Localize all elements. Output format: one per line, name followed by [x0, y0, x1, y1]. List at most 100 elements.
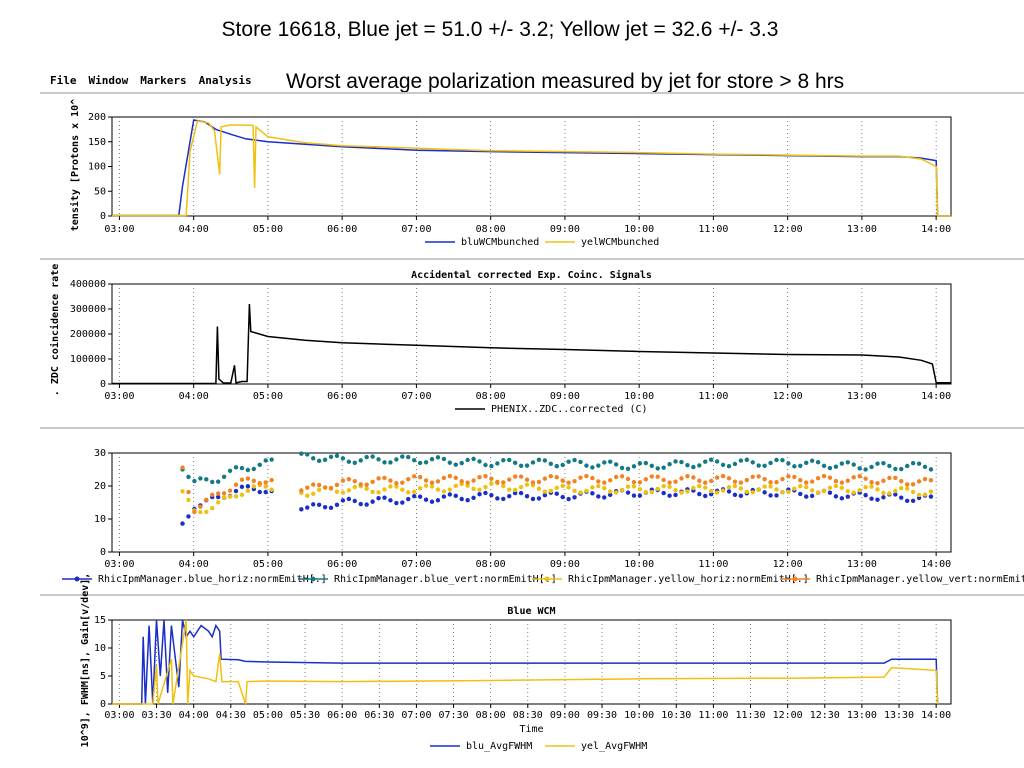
y-tick-label: 15 — [94, 615, 106, 626]
scatter-point — [299, 451, 304, 456]
y-tick-label: 20 — [94, 481, 106, 492]
plot-frame — [111, 283, 952, 385]
scatter-point — [198, 509, 203, 515]
divider — [40, 258, 1024, 260]
scatter-point — [453, 462, 458, 467]
scatter-point — [863, 492, 868, 498]
scatter-point — [851, 475, 856, 480]
scatter-point — [305, 452, 310, 457]
scatter-point — [608, 478, 613, 483]
scatter-point — [257, 480, 262, 486]
scatter-point — [863, 467, 868, 472]
scatter-point — [316, 487, 322, 493]
scatter-point — [560, 462, 565, 468]
menu-analysis[interactable]: Analysis — [198, 74, 252, 87]
y-tick-label: 100 — [88, 162, 106, 173]
scatter-point — [305, 485, 310, 490]
scatter-point — [524, 477, 530, 482]
scatter-point — [406, 496, 411, 502]
scatter-point — [631, 484, 637, 489]
scatter-point — [798, 483, 803, 489]
scatter-point — [239, 484, 245, 489]
scatter-point — [631, 464, 637, 469]
scatter-point — [804, 460, 809, 466]
scatter-point — [542, 492, 548, 498]
scatter-point — [697, 491, 702, 497]
scatter-point — [833, 483, 839, 489]
x-tick-label: 09:30 — [587, 710, 617, 721]
scatter-point — [804, 494, 809, 499]
series-line — [112, 303, 951, 385]
x-tick-label: 10:00 — [624, 391, 654, 402]
scatter-point — [441, 494, 447, 499]
scatter-point — [465, 480, 470, 485]
scatter-point — [299, 507, 304, 512]
scatter-point — [899, 466, 904, 472]
scatter-point — [863, 484, 868, 490]
scatter-point — [792, 486, 797, 491]
scatter-point — [572, 495, 577, 500]
scatter-point — [423, 497, 429, 502]
scatter-point — [495, 479, 500, 485]
scatter-point — [483, 474, 488, 479]
x-tick-label: 13:00 — [847, 391, 877, 402]
scatter-point — [928, 467, 934, 472]
scatter-point — [322, 485, 328, 490]
scatter-point — [637, 486, 643, 492]
chart-title: Accidental corrected Exp. Coinc. Signals — [411, 269, 652, 281]
scatter-point — [447, 460, 453, 465]
scatter-point — [542, 476, 548, 481]
x-tick-label: 07:00 — [401, 559, 431, 570]
scatter-point — [714, 459, 720, 464]
scatter-point — [453, 493, 458, 499]
menu-file[interactable]: File — [50, 74, 77, 87]
scatter-point — [447, 473, 453, 479]
scatter-point — [863, 476, 868, 481]
menu-window[interactable]: Window — [88, 74, 129, 87]
x-tick-label: 10:00 — [624, 224, 654, 235]
scatter-point — [352, 479, 357, 484]
scatter-point — [227, 468, 233, 474]
scatter-point — [512, 474, 518, 479]
scatter-point — [388, 478, 393, 483]
scatter-point — [328, 505, 334, 510]
scatter-point — [833, 478, 839, 484]
menu-markers[interactable]: Markers — [140, 74, 187, 87]
scatter-point — [572, 457, 577, 463]
scatter-point — [732, 461, 738, 467]
x-tick-label: 06:00 — [327, 559, 357, 570]
scatter-point — [809, 493, 815, 499]
scatter-point — [215, 500, 221, 505]
scatter-point — [370, 489, 375, 495]
scatter-point — [542, 489, 548, 494]
scatter-point — [429, 499, 435, 504]
scatter-point — [554, 491, 559, 496]
x-tick-label: 10:30 — [661, 710, 691, 721]
scatter-point — [839, 485, 845, 491]
scatter-point — [400, 454, 405, 459]
scatter-point — [358, 458, 363, 463]
scatter-point — [922, 492, 928, 497]
scatter-point — [893, 475, 898, 481]
legend-label: blu_AvgFWHM — [466, 741, 532, 752]
scatter-point — [554, 463, 559, 469]
x-tick-label: 14:00 — [921, 710, 951, 721]
x-tick-label: 10:00 — [624, 710, 654, 721]
x-tick-label: 08:00 — [476, 391, 506, 402]
scatter-point — [192, 478, 197, 484]
x-tick-label: 13:00 — [847, 710, 877, 721]
scatter-point — [774, 487, 779, 492]
scatter-point — [720, 473, 726, 479]
scatter-point — [798, 463, 803, 469]
y-tick-label: 10 — [94, 514, 106, 525]
scatter-point — [584, 463, 589, 468]
scatter-point — [429, 480, 435, 485]
page-title: Store 16618, Blue jet = 51.0 +/- 3.2; Ye… — [221, 18, 779, 41]
x-tick-label: 08:00 — [476, 559, 506, 570]
scatter-point — [459, 460, 464, 466]
scatter-point — [762, 484, 767, 489]
x-tick-label: 11:00 — [698, 391, 728, 402]
scatter-point — [180, 521, 185, 526]
scatter-point — [316, 482, 322, 488]
scatter-point — [429, 456, 435, 462]
